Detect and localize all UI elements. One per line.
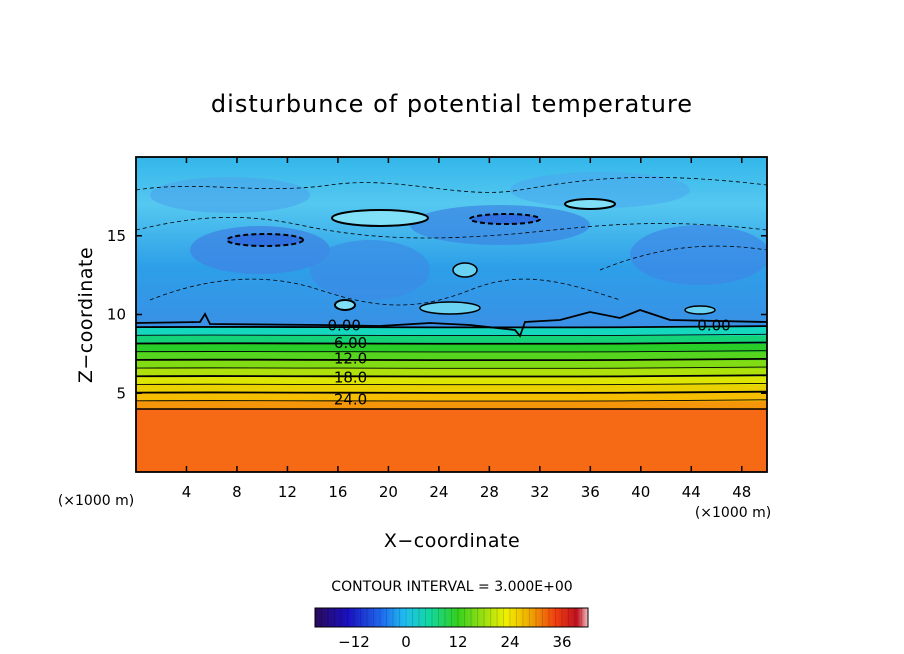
zone-band xyxy=(136,335,767,344)
zone-band xyxy=(136,327,767,336)
x-tick-label: 28 xyxy=(480,483,499,501)
zone-layer xyxy=(136,327,767,472)
colorbar xyxy=(314,607,589,628)
x-tick-label: 48 xyxy=(732,483,751,501)
z-axis-ticks: 5 10 15 xyxy=(107,227,767,402)
colorbar-tick-label: 24 xyxy=(500,633,519,651)
contour-line xyxy=(136,333,767,337)
contour-line xyxy=(136,390,767,394)
positive-anomaly xyxy=(334,299,356,311)
positive-anomaly xyxy=(419,301,481,315)
zone-band xyxy=(136,400,767,410)
x-axis-ticks: 4 8 12 16 20 24 28 32 36 40 44 48 xyxy=(182,157,751,501)
z-tick-label: 5 xyxy=(116,384,126,402)
x-tick-label: 4 xyxy=(182,483,192,501)
z-tick-label: 15 xyxy=(107,227,126,245)
y-axis-label: Z−coordinate xyxy=(75,247,97,383)
contour-label: 12.0 xyxy=(334,350,367,368)
contour-line xyxy=(136,216,767,239)
z-tick-label: 10 xyxy=(107,306,126,324)
x-tick-label: 8 xyxy=(232,483,242,501)
zone-band xyxy=(136,376,767,385)
contour-line xyxy=(136,374,767,378)
positive-anomaly xyxy=(684,305,716,315)
x-axis-label: X−coordinate xyxy=(384,530,520,552)
contour-label: 0.00 xyxy=(328,317,361,335)
negative-anomaly xyxy=(469,213,541,225)
chart-title: disturbunce of potential temperature xyxy=(211,90,693,118)
contour-line xyxy=(136,341,767,345)
zone-band xyxy=(136,368,767,377)
contour-label: 0.00 xyxy=(697,317,730,335)
contour-interval-label: CONTOUR INTERVAL = 3.000E+00 xyxy=(331,579,572,595)
x-tick-label: 32 xyxy=(530,483,549,501)
negative-anomaly xyxy=(226,233,304,247)
x-tick-label: 44 xyxy=(682,483,701,501)
x-tick-label: 20 xyxy=(379,483,398,501)
positive-anomaly xyxy=(452,262,478,278)
colorbar-tick-label: 36 xyxy=(552,633,571,651)
contour-line xyxy=(136,325,767,329)
contour-label: 6.00 xyxy=(334,334,367,352)
x-tick-label: 16 xyxy=(328,483,347,501)
contour-label: 24.0 xyxy=(334,391,367,409)
zone-band xyxy=(136,343,767,353)
contour-line xyxy=(136,399,767,402)
contour-line xyxy=(149,278,621,306)
contour-line xyxy=(136,350,767,353)
x-unit-label: (×1000 m) xyxy=(695,505,771,521)
contour-line xyxy=(136,366,767,369)
cool-region xyxy=(410,205,590,245)
contour-line xyxy=(136,357,767,362)
contour-line xyxy=(599,245,767,271)
cool-region xyxy=(150,177,310,213)
zone-band xyxy=(136,392,767,402)
positive-anomaly xyxy=(331,209,429,227)
contour-label: 18.0 xyxy=(334,369,367,387)
colorbar-tick-label: −12 xyxy=(338,633,370,651)
cool-region xyxy=(510,172,690,208)
colorbar-tick-label: 12 xyxy=(448,633,467,651)
colorbar-stripes xyxy=(314,608,589,627)
colorbar-tick-label: 0 xyxy=(401,633,411,651)
zone-band xyxy=(136,359,767,369)
x-tick-label: 12 xyxy=(278,483,297,501)
zone-band xyxy=(136,384,767,394)
x-tick-label: 24 xyxy=(429,483,448,501)
z-unit-label: (×1000 m) xyxy=(58,493,134,509)
contour-line xyxy=(136,382,767,386)
contour-lines-lower xyxy=(136,325,767,410)
cool-region xyxy=(310,240,430,300)
cool-region xyxy=(630,225,767,285)
plot-fill xyxy=(136,157,767,472)
colorbar-ticks: −12 0 12 24 36 xyxy=(338,633,571,651)
zone-band xyxy=(136,351,767,361)
x-tick-label: 36 xyxy=(581,483,600,501)
zero-contour xyxy=(136,309,767,338)
x-tick-label: 40 xyxy=(631,483,650,501)
positive-anomaly xyxy=(564,198,616,210)
warm-lower-layer xyxy=(136,409,767,472)
